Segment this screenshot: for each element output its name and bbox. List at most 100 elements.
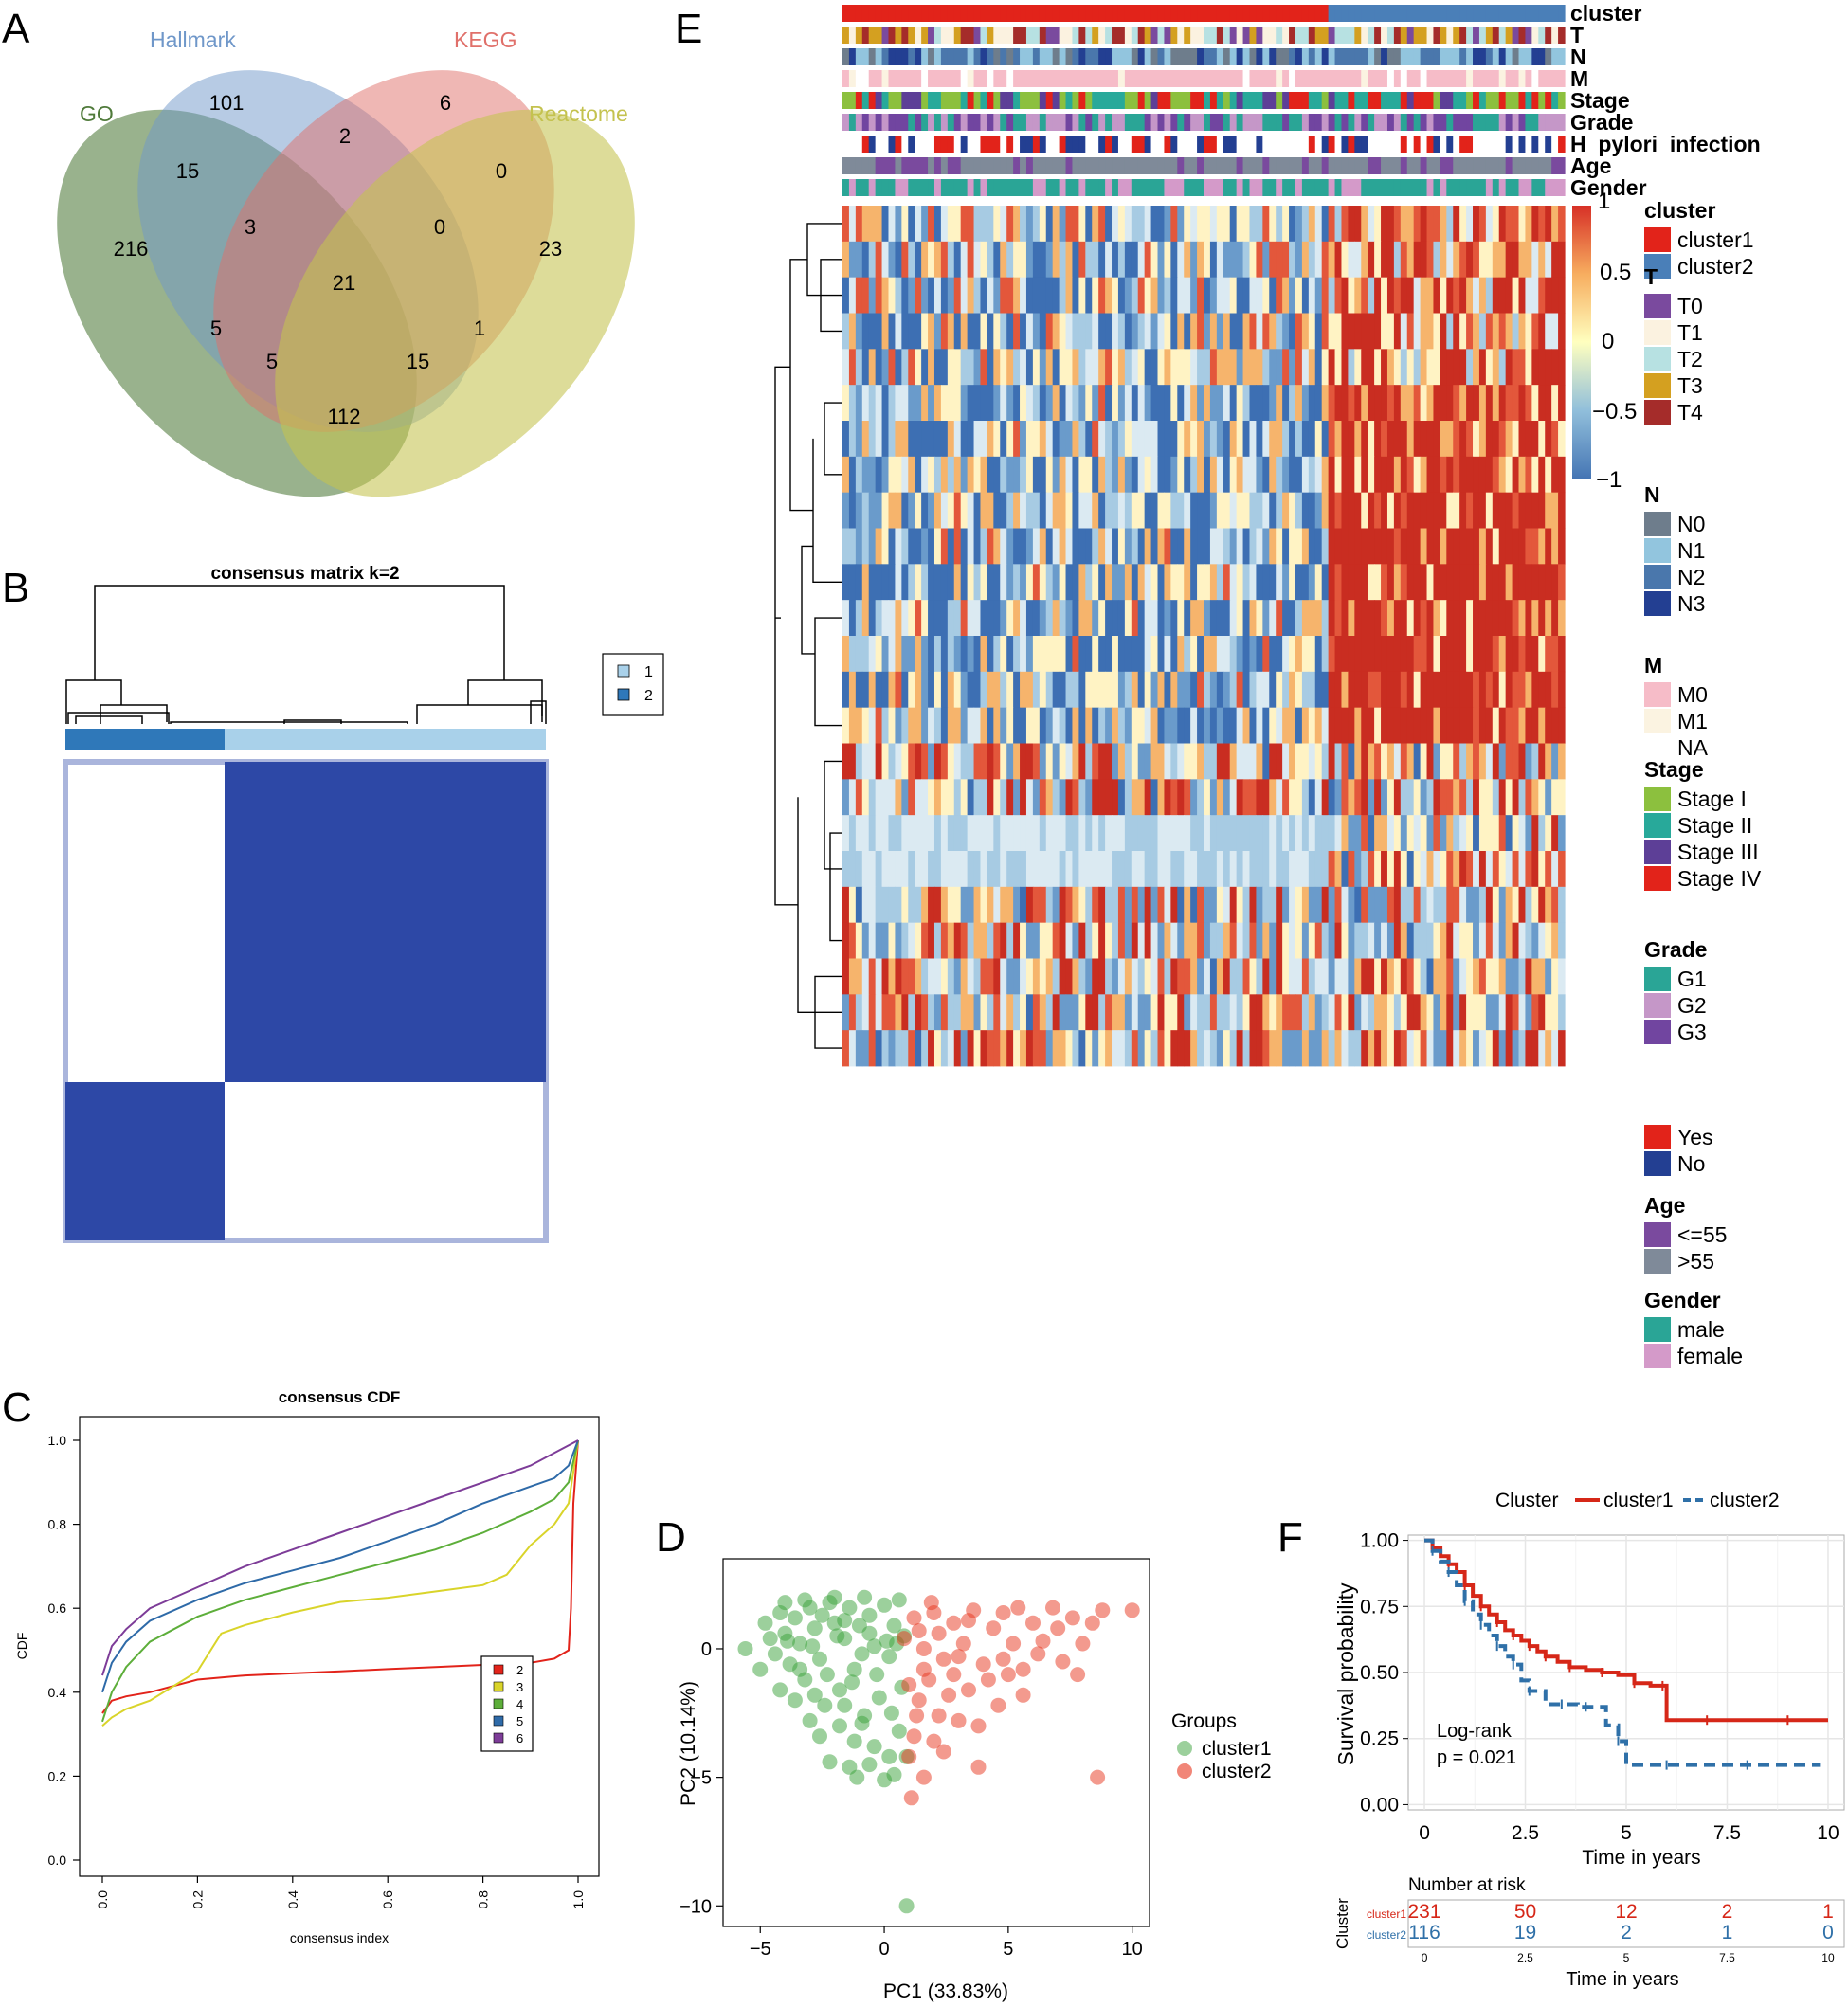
heatmap-cell — [1032, 958, 1041, 995]
annotation-cell — [1177, 70, 1185, 87]
annotation-cell — [940, 157, 949, 174]
heatmap-cell — [1348, 421, 1355, 458]
heatmap-cell — [1492, 815, 1500, 852]
heatmap-cell — [1223, 743, 1231, 780]
heatmap-cell — [1131, 313, 1139, 350]
dendrogram-branch — [67, 712, 170, 724]
heatmap-cell — [1065, 779, 1074, 816]
annotation-cell — [855, 27, 863, 44]
heatmap-cell — [1361, 636, 1368, 673]
heatmap-cell — [1381, 1030, 1388, 1067]
heatmap-cell — [1150, 743, 1159, 780]
heatmap-cell — [1006, 277, 1014, 314]
annotation-cell — [1184, 179, 1191, 196]
heatmap-cell — [973, 241, 982, 279]
heatmap-cell — [1473, 492, 1480, 529]
heatmap-cell — [1381, 277, 1388, 314]
heatmap-cell — [1433, 528, 1440, 565]
heatmap-cell — [1112, 564, 1119, 601]
pca-point-cluster2 — [903, 1790, 919, 1806]
heatmap-cell — [1269, 456, 1277, 494]
annotation-cell — [1013, 70, 1021, 87]
heatmap-cell — [1446, 421, 1454, 458]
annotation-cell — [1354, 157, 1362, 174]
heatmap-cell — [1229, 313, 1238, 350]
heatmap-cell — [1190, 349, 1198, 386]
annotation-cell — [842, 5, 850, 22]
heatmap-cell — [1204, 636, 1211, 673]
heatmap-cell — [901, 528, 909, 565]
heatmap-cell — [1137, 886, 1146, 924]
heatmap-cell — [908, 492, 915, 529]
heatmap-cell — [1426, 994, 1435, 1031]
annotation-cell — [947, 48, 955, 65]
heatmap-cell — [1256, 851, 1263, 888]
heatmap-cell — [1381, 456, 1388, 494]
pca-point-cluster1 — [844, 1674, 860, 1691]
heatmap-cell — [875, 815, 883, 852]
heatmap-cell — [1400, 385, 1408, 422]
annotation-cell — [1098, 27, 1106, 44]
heatmap-cell — [1453, 994, 1460, 1031]
heatmap-cell — [1059, 277, 1067, 314]
annotation-cell — [1459, 27, 1467, 44]
heatmap-cell — [1204, 707, 1211, 744]
legend-label: T4 — [1677, 400, 1703, 425]
heatmap-cell — [1406, 743, 1415, 780]
heatmap-cell — [1433, 385, 1440, 422]
heatmap-cell — [842, 241, 850, 279]
heatmap-cell — [928, 564, 935, 601]
annotation-cell — [1006, 179, 1014, 196]
annotation-cell — [1164, 92, 1171, 109]
heatmap-cell — [1433, 600, 1440, 637]
heatmap-cell — [1328, 456, 1336, 494]
annotation-cell — [1531, 27, 1539, 44]
pca-point-cluster1 — [881, 1649, 897, 1665]
heatmap-cell — [1531, 277, 1539, 314]
annotation-cell — [980, 92, 987, 109]
annotation-cell — [1242, 136, 1251, 153]
heatmap-cell — [967, 206, 975, 243]
heatmap-cell — [1328, 922, 1336, 959]
consensus-matrix-title: consensus matrix k=2 — [210, 564, 399, 584]
heatmap-cell — [967, 815, 975, 852]
pca-point-cluster2 — [961, 1682, 976, 1698]
heatmap-cell — [1420, 349, 1428, 386]
heatmap-cell — [1558, 241, 1566, 279]
annotation-cell — [1242, 48, 1251, 65]
heatmap-cell — [1065, 636, 1074, 673]
heatmap-cell — [1466, 313, 1474, 350]
annotation-cell — [1505, 136, 1513, 153]
heatmap-cell — [1000, 528, 1007, 565]
heatmap-cell — [1551, 241, 1559, 279]
pca-point-cluster2 — [923, 1595, 939, 1611]
heatmap-cell — [1368, 456, 1375, 494]
heatmap-cell — [1164, 313, 1171, 350]
annotation-cell — [1393, 114, 1402, 131]
heatmap-cell — [1032, 886, 1041, 924]
heatmap-cell — [855, 206, 863, 243]
annotation-cell — [1124, 70, 1132, 87]
annotation-cell — [1466, 114, 1474, 131]
annotation-cell — [1117, 179, 1126, 196]
heatmap-cell — [1348, 815, 1355, 852]
annotation-cell — [842, 27, 850, 44]
panel-label-e: E — [675, 6, 702, 52]
heatmap-cell — [1466, 528, 1474, 565]
heatmap-cell — [1190, 707, 1198, 744]
heatmap-cell — [1039, 277, 1047, 314]
heatmap-cell — [1112, 707, 1119, 744]
annotation-cell — [1485, 48, 1494, 65]
annotation-cell — [1361, 27, 1368, 44]
heatmap-cell — [1204, 528, 1211, 565]
annotation-cell — [1433, 92, 1440, 109]
heatmap-cell — [1334, 636, 1343, 673]
heatmap-cell — [1085, 349, 1093, 386]
heatmap-cell — [1025, 994, 1034, 1031]
heatmap-cell — [1032, 313, 1041, 350]
heatmap-cell — [1020, 671, 1027, 709]
annotation-cell — [993, 92, 1001, 109]
heatmap-cell — [1545, 564, 1552, 601]
venn-count: 21 — [333, 271, 355, 295]
heatmap-cell — [1197, 385, 1205, 422]
